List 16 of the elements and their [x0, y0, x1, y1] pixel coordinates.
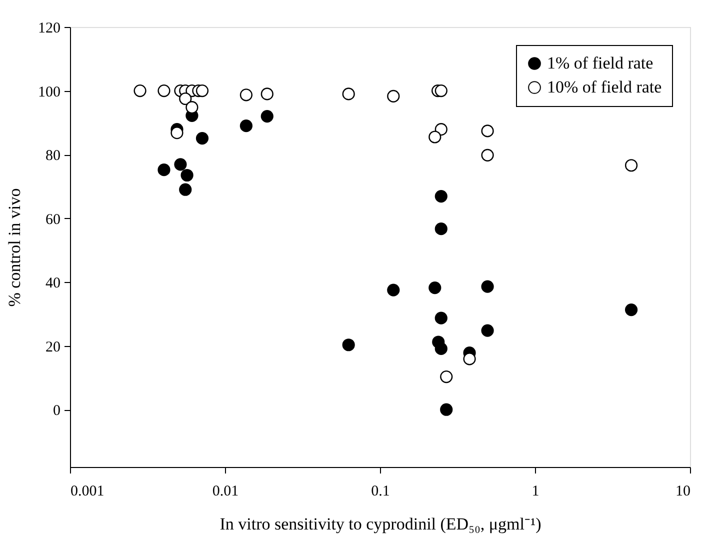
legend-label: 10% of field rate — [547, 78, 662, 96]
y-tick-label: 20 — [46, 339, 60, 356]
y-tick-label: 0 — [53, 403, 60, 420]
y-tick-label: 100 — [38, 84, 60, 100]
x-tick-label: 1 — [532, 484, 540, 500]
y-axis-title: % control in vivo — [5, 188, 24, 307]
y-tick-label: 60 — [46, 212, 60, 228]
legend-label: 1% of field rate — [547, 54, 654, 72]
y-tick-label: 120 — [38, 20, 60, 36]
x-tick-label: 0.001 — [70, 484, 104, 500]
y-tick-label: 40 — [46, 276, 60, 292]
x-tick-label: 0.1 — [371, 484, 390, 500]
y-tick-label: 80 — [46, 148, 60, 164]
x-tick-label: 10 — [676, 484, 690, 500]
x-axis-title: In vitro sensitivity to cyprodinil (ED₅₀, μgml⁻¹) — [220, 514, 542, 534]
x-tick-label: 0.01 — [212, 484, 239, 500]
